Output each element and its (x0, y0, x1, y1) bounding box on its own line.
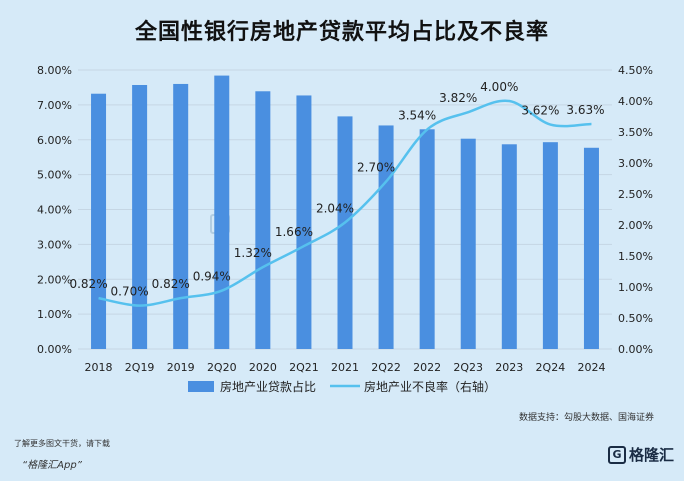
x-tick-label: 2Q21 (289, 361, 319, 374)
chart-title: 全国性银行房地产贷款平均占比及不良率 (134, 20, 549, 45)
line-data-label: 3.63% (566, 103, 604, 117)
bar-2022 (419, 129, 435, 349)
bar-2Q24 (542, 142, 558, 349)
y-right-tick-label: 3.00% (618, 157, 653, 170)
bar-2018 (91, 93, 107, 349)
y-right-tick-label: 1.50% (618, 250, 653, 263)
bar-2Q19 (132, 84, 148, 349)
bar-2019 (173, 83, 189, 349)
y-left-tick-label: 3.00% (37, 238, 72, 251)
line-data-label: 3.82% (439, 91, 477, 105)
x-tick-label: 2Q24 (536, 361, 566, 374)
x-tick-label: 2Q19 (125, 361, 155, 374)
x-tick-label: 2Q20 (207, 361, 237, 374)
line-data-label: 1.66% (275, 225, 313, 239)
x-tick-label: 2Q22 (371, 361, 401, 374)
line-data-label: 1.32% (234, 246, 272, 260)
x-tick-label: 2018 (85, 361, 113, 374)
y-left-tick-label: 7.00% (37, 99, 72, 112)
x-tick-label: 2020 (249, 361, 277, 374)
y-left-tick-label: 8.00% (37, 64, 72, 77)
bar-2021 (337, 116, 353, 349)
brand-logo-icon: G (607, 445, 626, 464)
x-tick-label: 2021 (331, 361, 359, 374)
y-right-tick-label: 2.50% (618, 188, 653, 201)
y-right-tick-label: 4.50% (618, 64, 653, 77)
y-left-tick-label: 2.00% (37, 273, 72, 286)
brand-logo: G 格隆汇 (607, 444, 674, 465)
y-right-tick-label: 2.00% (618, 219, 653, 232)
line-data-label: 0.82% (152, 277, 190, 291)
line-data-label: 0.82% (69, 277, 107, 291)
promo-text: 了解更多图文干货，请下载 (14, 439, 110, 448)
line-data-label: 2.04% (316, 202, 354, 216)
x-tick-label: 2022 (413, 361, 441, 374)
bar-2Q21 (296, 95, 312, 350)
bar-2024 (583, 147, 599, 349)
y-left-tick-label: 4.00% (37, 204, 72, 217)
bar-2020 (255, 91, 271, 350)
line-data-label: 3.62% (521, 104, 559, 118)
legend-line-label: 房地产业不良率（右轴） (364, 379, 496, 394)
x-tick-label: 2019 (167, 361, 195, 374)
y-right-tick-label: 4.00% (618, 95, 653, 108)
line-data-label: 4.00% (480, 80, 518, 94)
legend-bar-swatch (188, 381, 214, 392)
bar-2Q20 (214, 75, 230, 349)
npl-line (98, 99, 592, 307)
y-left-tick-label: 1.00% (37, 308, 72, 321)
y-right-tick-label: 3.50% (618, 126, 653, 139)
y-right-tick-label: 0.50% (618, 312, 653, 325)
bar-2023 (501, 144, 517, 349)
y-right-tick-label: 0.00% (618, 343, 653, 356)
line-data-label: 0.70% (111, 285, 149, 299)
x-tick-label: 2024 (577, 361, 605, 374)
app-name: “格隆汇App” (22, 460, 82, 471)
source-note: 数据支持：勾股大数据、国海证券 (518, 413, 654, 423)
bar-2Q22 (378, 125, 394, 349)
y-left-tick-label: 0.00% (37, 343, 72, 356)
legend-bar-label: 房地产业贷款占比 (220, 379, 316, 394)
y-left-tick-label: 6.00% (37, 134, 72, 147)
bar-2Q23 (460, 138, 476, 349)
y-left-tick-label: 5.00% (37, 169, 72, 182)
x-tick-label: 2023 (495, 361, 523, 374)
brand-logo-text: 格隆汇 (628, 446, 674, 464)
y-right-tick-label: 1.00% (618, 281, 653, 294)
line-data-label: 0.94% (193, 270, 231, 284)
line-data-label: 3.54% (398, 109, 436, 123)
x-tick-label: 2Q23 (453, 361, 483, 374)
line-data-label: 2.70% (357, 161, 395, 175)
